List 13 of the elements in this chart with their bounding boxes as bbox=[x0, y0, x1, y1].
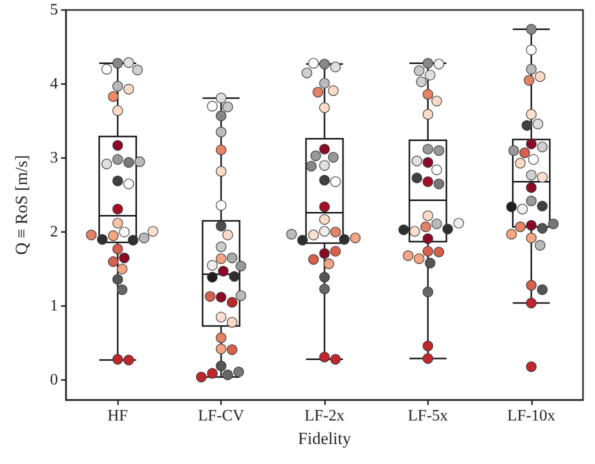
x-tick-label: LF-2x bbox=[304, 408, 344, 424]
x-tick-label: LF-10x bbox=[507, 408, 556, 424]
y-axis-title: Q ≡ RoS [m/s] bbox=[12, 155, 31, 255]
y-tick-label: 1 bbox=[50, 298, 58, 315]
x-axis-title: Fidelity bbox=[298, 429, 352, 448]
x-tick-label: HF bbox=[107, 408, 128, 424]
y-tick-label: 5 bbox=[50, 2, 58, 18]
y-tick-label: 0 bbox=[50, 372, 58, 389]
x-tick-label: LF-5x bbox=[408, 408, 448, 424]
x-tick-label: LF-CV bbox=[198, 408, 245, 424]
y-tick-label: 4 bbox=[50, 76, 58, 93]
y-tick-label: 3 bbox=[50, 150, 58, 167]
y-tick-label: 2 bbox=[50, 224, 58, 241]
